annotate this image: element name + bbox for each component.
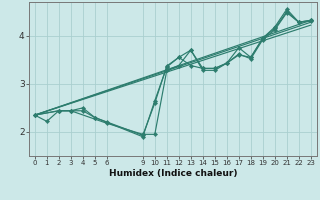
X-axis label: Humidex (Indice chaleur): Humidex (Indice chaleur) — [108, 169, 237, 178]
